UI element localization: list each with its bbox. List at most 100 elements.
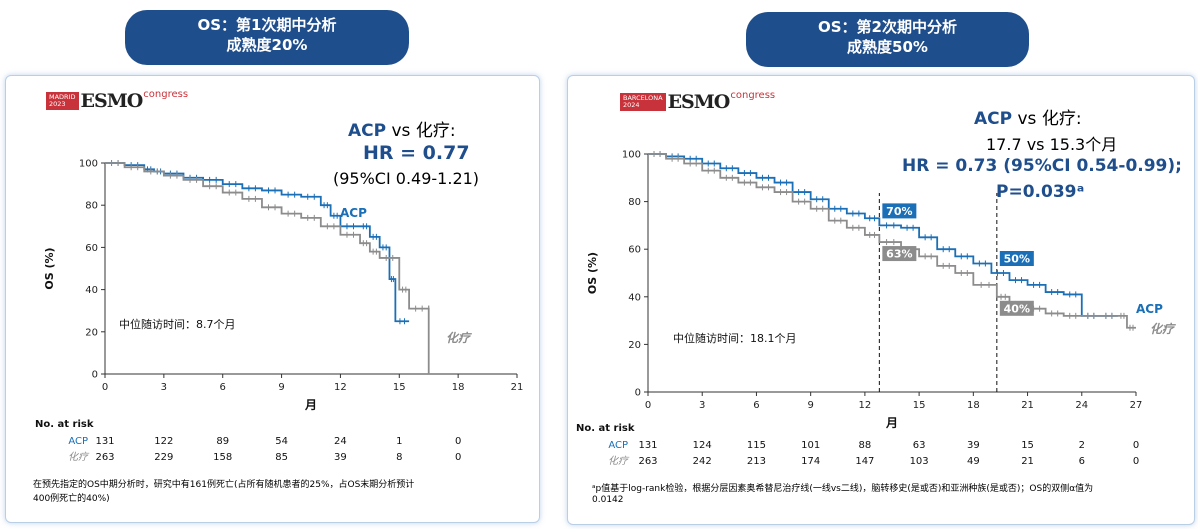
chemo-landmark-label: 40% [1004, 302, 1030, 315]
right-title-line2: 成熟度50% [847, 38, 928, 56]
risk-chemo-cell: 242 [693, 456, 712, 467]
x-tick-label: 12 [859, 400, 872, 411]
acp-landmark-box [882, 203, 917, 219]
x-tick-label: 15 [393, 382, 406, 393]
risk-chemo-cell: 8 [396, 452, 402, 463]
y-axis-label: OS (%) [43, 247, 56, 289]
risk-chemo-cell: 85 [275, 452, 288, 463]
x-tick-label: 21 [1021, 400, 1034, 411]
right-hr-line1: ACP vs 化疗: [974, 104, 1082, 129]
x-tick-label: 6 [753, 400, 759, 411]
risk-chemo-cell: 39 [334, 452, 347, 463]
x-tick-label: 18 [452, 382, 465, 393]
acp-curve [648, 153, 1118, 317]
x-tick-label: 21 [511, 382, 524, 393]
risk-acp-label: ACP [68, 436, 88, 447]
right-footnote-line1: ᵃp值基于log-rank检验，根据分层因素奥希替尼治疗线(一线vs二线)，脑转… [592, 484, 1094, 494]
y-tick-label: 100 [622, 150, 641, 161]
risk-acp-cell: 15 [1021, 440, 1034, 451]
risk-acp-cell: 122 [154, 436, 173, 447]
risk-acp-cell: 89 [216, 436, 229, 447]
chemo-series-label: 化疗 [446, 331, 472, 345]
x-tick-label: 15 [913, 400, 926, 411]
logo-esmo: ESMO [667, 91, 731, 113]
risk-acp-cell: 63 [913, 440, 926, 451]
risk-chemo-cell: 263 [638, 456, 657, 467]
x-tick-label: 18 [967, 400, 980, 411]
logo-year: 2024 [623, 101, 640, 109]
x-tick-label: 6 [220, 382, 226, 393]
left-hr-ci: (95%CI 0.49-1.21) [333, 169, 480, 188]
right-hr-value: HR = 0.73 (95%CI 0.54-0.99); [902, 156, 1182, 176]
right-esmo-logo: BARCELONA 2024 ESMO congress [620, 89, 776, 113]
acp-landmark-box [999, 251, 1034, 266]
median-followup: 中位随访时间：8.7个月 [119, 317, 236, 331]
y-axis-label: OS (%) [586, 252, 599, 294]
acp-landmark-label: 70% [886, 205, 912, 218]
left-hr-vs: vs 化疗: [386, 121, 456, 141]
logo-esmo: ESMO [80, 90, 144, 112]
risk-chemo-cell: 0 [455, 452, 461, 463]
right-footnote-line2: 0.0142 [592, 495, 624, 505]
risk-chemo-cell: 103 [910, 456, 929, 467]
risk-chemo-cell: 229 [154, 452, 173, 463]
x-tick-label: 9 [278, 382, 284, 393]
right-hr-acp: ACP [974, 109, 1013, 129]
risk-acp-cell: 101 [801, 440, 820, 451]
y-tick-label: 60 [628, 245, 641, 256]
y-tick-label: 0 [635, 388, 641, 399]
x-axis-label: 月 [304, 398, 317, 412]
logo-congress: congress [143, 88, 189, 100]
right-hr-vs: vs 化疗: [1012, 109, 1082, 129]
chemo-landmark-box [999, 300, 1034, 316]
risk-acp-cell: 115 [747, 440, 766, 451]
y-tick-label: 40 [628, 292, 641, 303]
left-hr-acp: ACP [348, 121, 387, 141]
acp-series-label: ACP [340, 206, 367, 220]
logo-city: BARCELONA [623, 94, 663, 102]
x-tick-label: 3 [699, 400, 705, 411]
risk-chemo-cell: 0 [1133, 456, 1139, 467]
risk-chemo-cell: 49 [967, 456, 980, 467]
left-title-line1: OS：第1次期中分析 [197, 16, 337, 34]
median-followup: 中位随访时间：18.1个月 [673, 331, 797, 345]
risk-chemo-label: 化疗 [68, 451, 90, 463]
risk-table-header: No. at risk [576, 423, 635, 434]
x-tick-label: 24 [1075, 400, 1088, 411]
risk-acp-cell: 2 [1079, 440, 1085, 451]
left-title-pill: OS：第1次期中分析 成熟度20% [125, 10, 409, 65]
risk-chemo-cell: 213 [747, 456, 766, 467]
y-tick-label: 20 [85, 327, 98, 338]
right-p-value: P=0.039ᵃ [996, 182, 1085, 202]
risk-chemo-cell: 158 [213, 452, 232, 463]
risk-acp-cell: 0 [455, 436, 461, 447]
y-tick-label: 80 [85, 201, 98, 212]
risk-chemo-cell: 263 [95, 452, 114, 463]
y-tick-label: 60 [85, 243, 98, 254]
left-hr-value: HR = 0.77 [363, 142, 470, 164]
left-footnote-line2: 400例死亡的40%) [33, 494, 110, 504]
risk-acp-cell: 1 [396, 436, 402, 447]
left-title-line2: 成熟度20% [226, 36, 308, 54]
acp-landmark-label: 50% [1004, 253, 1030, 266]
risk-acp-cell: 0 [1133, 440, 1139, 451]
y-tick-label: 0 [92, 370, 98, 381]
x-tick-label: 12 [334, 382, 347, 393]
left-panel: MADRID 2023 ESMO congress ACP vs 化疗: HR =… [5, 75, 540, 523]
risk-acp-cell: 124 [693, 440, 712, 451]
risk-chemo-cell: 147 [855, 456, 874, 467]
x-tick-label: 27 [1130, 400, 1143, 411]
chemo-series-label: 化疗 [1150, 322, 1176, 336]
x-tick-label: 3 [161, 382, 167, 393]
x-tick-label: 0 [102, 382, 108, 393]
y-tick-label: 40 [85, 285, 98, 296]
risk-chemo-label: 化疗 [608, 455, 630, 467]
risk-acp-cell: 39 [967, 440, 980, 451]
right-title-pill: OS：第2次期中分析 成熟度50% [746, 12, 1029, 67]
risk-table-header: No. at risk [35, 419, 94, 430]
left-footnote-line1: 在预先指定的OS中期分析时，研究中有161例死亡(占所有随机患者的25%，占OS… [33, 480, 415, 490]
left-hr-line1: ACP vs 化疗: [348, 116, 456, 141]
risk-acp-label: ACP [608, 440, 628, 451]
logo-congress: congress [730, 89, 776, 101]
